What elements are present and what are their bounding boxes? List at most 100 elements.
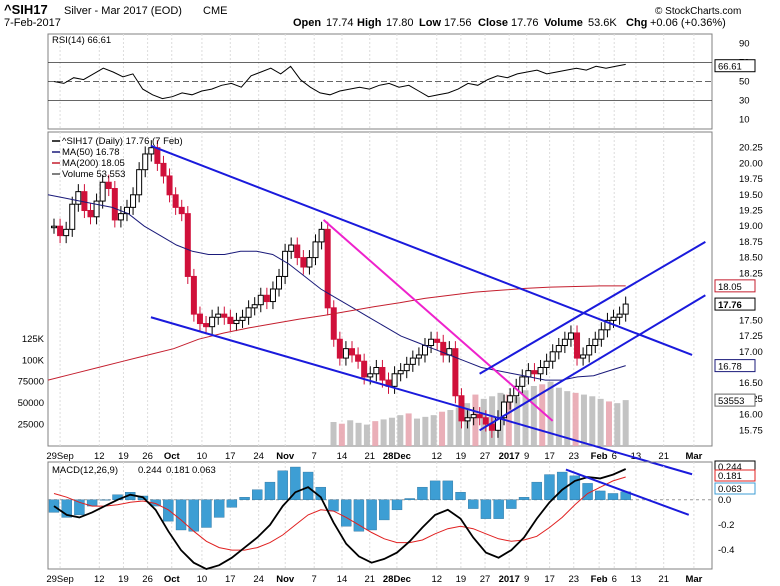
macd-histogram-bar [188, 499, 199, 532]
macd-x-tick-label: 12 [431, 574, 442, 585]
candle-body [415, 354, 422, 359]
candle-body [616, 313, 623, 318]
price-x-tick-label: 12 [94, 451, 105, 462]
volume-bar [439, 411, 446, 446]
candle-body [87, 210, 94, 218]
upper-channel-line [150, 144, 693, 356]
price-value-tag-label: 53553 [718, 396, 744, 407]
rising-channel-upper [479, 241, 706, 375]
volume-bar [355, 422, 362, 446]
candle-body [349, 348, 356, 356]
price-y-tick-label: 20.00 [739, 158, 763, 169]
macd-histogram-bar [277, 470, 288, 500]
candle-body [507, 395, 514, 403]
macd-value-tag [714, 482, 756, 495]
macd-x-tick-label: 10 [197, 574, 208, 585]
macd-x-tick-label: 24 [253, 574, 264, 585]
macd-x-tick-label: Nov [276, 574, 295, 585]
candle-body [574, 332, 581, 359]
macd-x-tick-label: 17 [544, 574, 555, 585]
candle-body [136, 169, 143, 196]
candle-body [190, 275, 197, 315]
ma200-line [47, 285, 626, 381]
macd-histogram-bar [302, 471, 314, 500]
volume-bar [430, 415, 437, 446]
volume-y-tick-label: 25000 [18, 420, 44, 431]
macd-histogram-bar [417, 486, 428, 500]
volume-bar [347, 420, 354, 446]
volume-bar [580, 394, 587, 446]
candle-body [276, 275, 283, 290]
rsi-y-tick-label: 90 [739, 39, 750, 50]
macd-histogram-bar [544, 474, 555, 500]
price-value-tag-label: 18.05 [718, 282, 742, 293]
close-label: Close [478, 17, 508, 29]
price-y-tick-label: 20.25 [739, 143, 763, 154]
macd-y-tick-label: -0.2 [718, 520, 734, 531]
open-value: 17.74 [326, 17, 354, 29]
candle-body [184, 213, 191, 277]
candle-body [482, 417, 489, 425]
price-y-tick-label: 19.00 [739, 221, 763, 232]
price-y-tick-label: 18.75 [739, 237, 763, 248]
volume-bar [330, 422, 337, 446]
macd-y-tick-label: 0.0 [718, 495, 731, 506]
price-value-tag [714, 393, 756, 407]
price-y-tick-label: 15.75 [739, 425, 763, 436]
candle-body [178, 206, 185, 215]
volume-bar [397, 415, 404, 446]
candle-body [263, 294, 270, 303]
rising-channel-lower [479, 294, 706, 432]
price-x-tick-label: 23 [568, 451, 579, 462]
volume-bar [572, 392, 579, 446]
candle-body [142, 153, 149, 171]
price-y-tick-label: 19.50 [739, 190, 763, 201]
macd-histogram-bar [595, 490, 606, 500]
macd-histogram-bar [480, 499, 492, 519]
candle-body [160, 162, 167, 177]
candle-body [421, 345, 428, 356]
chg-label: Chg [626, 17, 647, 29]
volume-bar [614, 403, 621, 446]
price-y-tick-label: 19.25 [739, 206, 763, 217]
macd-x-tick-label: 28Dec [383, 574, 411, 585]
macd-histogram-bar [379, 499, 390, 521]
price-value-tag-label: 17.76 [718, 300, 742, 311]
macd-x-tick-label: 17 [225, 574, 236, 585]
macd-histogram-bar [518, 497, 530, 500]
price-x-tick-label: 28Dec [383, 451, 411, 462]
candle-body [294, 244, 301, 259]
macd-histogram-bar [442, 480, 454, 500]
price-x-tick-label: 6 [612, 451, 617, 462]
price-y-tick-label: 18.25 [739, 268, 763, 279]
macd-histogram-bar [391, 499, 403, 511]
macd-line [53, 468, 627, 570]
macd-x-tick-label: 7 [312, 574, 317, 585]
candle-body [203, 323, 210, 328]
rsi-y-tick-label: 30 [739, 96, 750, 107]
candle-body [361, 360, 368, 378]
price-x-tick-label: 21 [658, 451, 669, 462]
macd-x-tick-label: 27 [480, 574, 491, 585]
candle-body [57, 225, 64, 237]
volume-bar [388, 417, 395, 446]
macd-histogram-bar [99, 499, 111, 501]
candle-body [51, 225, 57, 229]
candle-body [470, 414, 477, 419]
candle-body [330, 307, 337, 340]
candle-body [336, 338, 343, 359]
macd-histogram-bar [569, 475, 581, 500]
candle-body [355, 354, 362, 362]
macd-x-tick-label: 26 [142, 574, 153, 585]
candle-body [428, 338, 435, 347]
macd-histogram-bar [340, 499, 352, 527]
price-x-tick-label: 19 [456, 451, 467, 462]
macd-panel: 29Sep 12 19 26 Oct 10 17 24 Nov 7 14 21 28Dec 12 19 27 2… [46, 460, 756, 585]
high-value: 17.80 [386, 17, 414, 29]
volume-bar [363, 424, 370, 446]
macd-legend-signal: 0.181 [166, 465, 190, 476]
macd-x-tick-label: 21 [364, 574, 375, 585]
volume-label: Volume [544, 17, 583, 29]
macd-x-tick-label: 13 [631, 574, 642, 585]
